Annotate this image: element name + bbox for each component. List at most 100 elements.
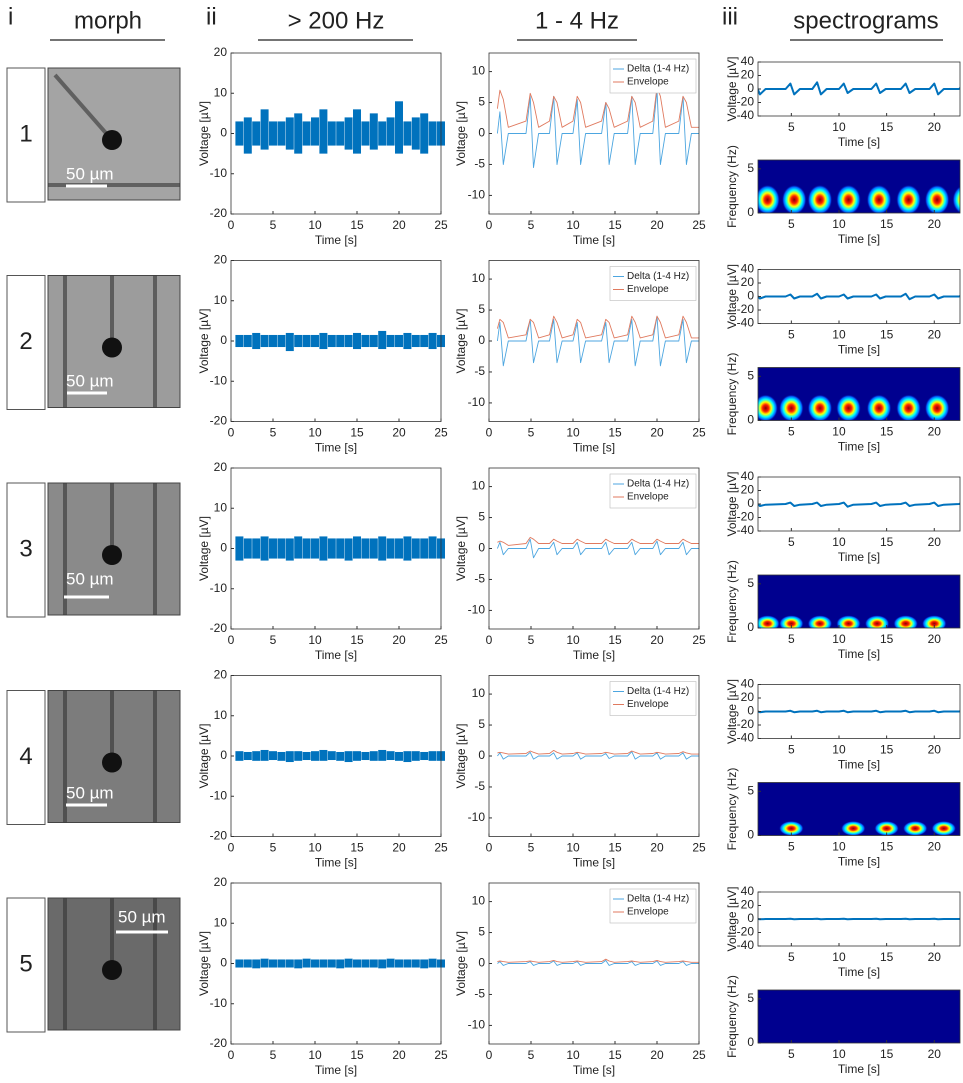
legend-label: Delta (1-4 Hz) — [627, 271, 689, 282]
signal-band — [395, 959, 403, 968]
legend-label: Delta (1-4 Hz) — [627, 894, 689, 905]
spectral-blob — [807, 394, 833, 421]
signal-band — [277, 751, 286, 761]
legend-box — [609, 681, 697, 716]
signal-band — [378, 330, 387, 350]
signal-band — [294, 959, 303, 969]
signal-band — [294, 113, 303, 154]
spectral-blob — [931, 820, 957, 836]
signal-line — [758, 81, 960, 96]
y-tick-label: -20 — [210, 621, 228, 635]
y-tick-label: -20 — [210, 206, 228, 220]
x-axis-label: Time [s] — [315, 233, 357, 247]
x-tick-label: 5 — [270, 1048, 277, 1062]
signal-band — [353, 959, 361, 968]
signal-band — [411, 538, 420, 559]
y-tick-label: 40 — [741, 469, 755, 483]
chart — [758, 269, 960, 324]
x-tick-label: 15 — [880, 1047, 894, 1061]
x-tick-label: 10 — [566, 426, 580, 440]
row-label-box — [6, 897, 46, 1033]
x-tick-label: 15 — [880, 535, 894, 549]
spectral-blob — [896, 184, 921, 213]
signal-band — [327, 959, 336, 968]
spectral-blob — [758, 184, 780, 213]
y-tick-label: -40 — [737, 938, 755, 952]
signal-band — [336, 334, 345, 348]
x-axis-label: Time [s] — [838, 440, 880, 454]
signal-band — [403, 751, 412, 763]
legend-label: Envelope — [627, 284, 669, 295]
y-tick-label: 20 — [741, 483, 755, 497]
y-tick-label: -40 — [737, 316, 755, 330]
x-tick-label: 5 — [788, 950, 795, 964]
y-tick-label: -5 — [474, 157, 485, 171]
signal-band — [411, 959, 420, 968]
x-tick-label: 20 — [928, 328, 942, 342]
x-tick-label: 0 — [486, 218, 493, 232]
y-tick-label: -10 — [468, 395, 486, 409]
y-tick-label: 0 — [747, 911, 754, 925]
y-axis-label: Voltage [µV] — [454, 516, 468, 581]
x-tick-label: 20 — [928, 632, 942, 646]
electrode-trace — [63, 275, 157, 408]
row-label: 1 — [19, 120, 32, 147]
signal-line — [758, 292, 960, 301]
y-tick-label: 0 — [747, 413, 754, 427]
signal-band — [285, 117, 294, 150]
x-axis-label: Time [s] — [838, 758, 880, 772]
signal-band — [269, 538, 277, 559]
y-tick-label: -10 — [210, 581, 228, 595]
y-tick-label: 5 — [747, 784, 754, 798]
y-axis-label: Frequency (Hz) — [725, 145, 739, 228]
signal-band — [302, 958, 311, 968]
y-tick-label: 0 — [478, 956, 485, 970]
signal-band — [311, 751, 319, 761]
panel-label: iii — [722, 3, 738, 30]
y-axis-label: Voltage [µV] — [725, 679, 739, 744]
x-tick-label: 15 — [608, 633, 622, 647]
y-tick-label: 20 — [214, 668, 228, 682]
x-tick-label: 25 — [692, 426, 706, 440]
spectral-blob — [921, 615, 947, 628]
x-tick-label: 25 — [434, 218, 448, 232]
legend-label: Envelope — [627, 492, 669, 503]
legend-box — [609, 266, 697, 301]
signal-band — [252, 751, 261, 761]
signal-band — [319, 332, 328, 350]
y-tick-label: -10 — [210, 166, 228, 180]
chart — [758, 575, 960, 628]
signal-band — [277, 959, 286, 968]
spectral-blob — [778, 820, 804, 836]
x-tick-label: 25 — [692, 218, 706, 232]
y-tick-label: 10 — [472, 479, 486, 493]
row-label: 2 — [19, 328, 32, 355]
x-tick-label: 0 — [228, 426, 235, 440]
electrode-trace — [63, 898, 157, 1030]
spectral-blob — [781, 184, 807, 213]
signal-band — [311, 538, 319, 559]
signal-band — [428, 121, 437, 146]
x-tick-label: 5 — [788, 743, 795, 757]
y-tick-label: 20 — [214, 460, 228, 474]
x-tick-label: 25 — [434, 426, 448, 440]
x-tick-label: 15 — [608, 841, 622, 855]
x-tick-label: 20 — [928, 1047, 942, 1061]
x-tick-label: 20 — [928, 535, 942, 549]
signal-band — [403, 121, 412, 146]
y-tick-label: -40 — [737, 731, 755, 745]
legend-label: Envelope — [627, 907, 669, 918]
legend-box — [609, 473, 697, 509]
x-tick-label: 20 — [392, 841, 406, 855]
y-axis-label: Voltage [µV] — [725, 57, 739, 122]
y-tick-label: 5 — [747, 161, 754, 175]
signal-band — [378, 959, 387, 969]
x-tick-label: 20 — [650, 1048, 664, 1062]
signal-band — [395, 334, 403, 348]
y-tick-label: 10 — [214, 500, 228, 514]
scale-bar-label: 50 µm — [66, 569, 114, 588]
x-axis-label: Time [s] — [315, 441, 357, 455]
y-tick-label: 20 — [741, 275, 755, 289]
y-axis-label: Voltage [µV] — [197, 516, 211, 581]
signal-band — [378, 121, 387, 146]
